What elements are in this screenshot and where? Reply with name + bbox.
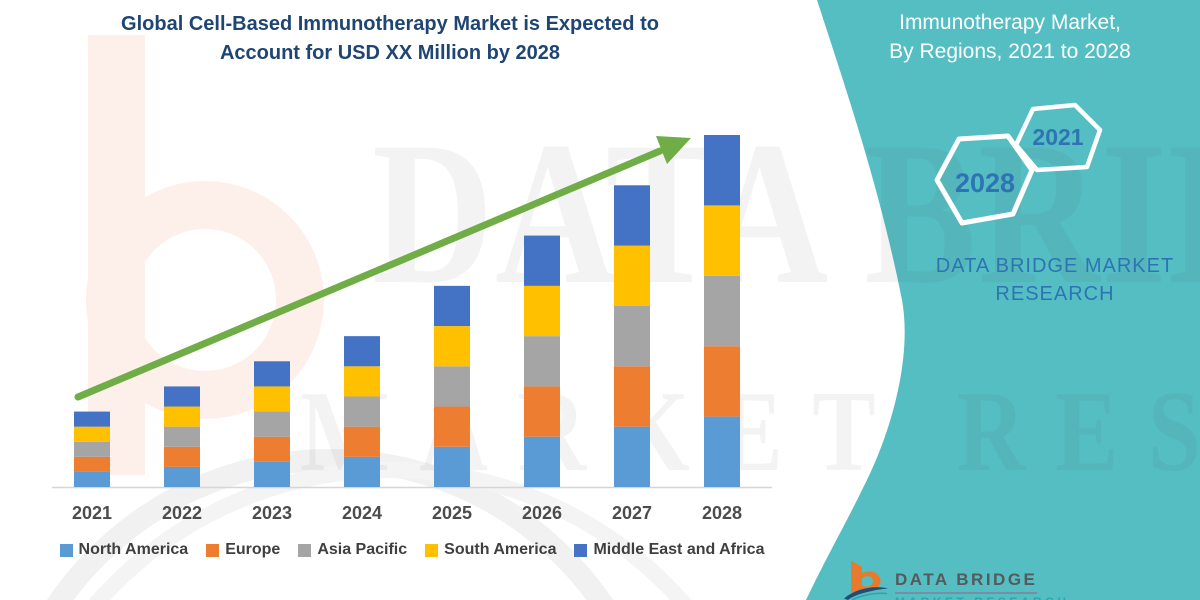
bar-segment-2021-asia-pacific: [74, 441, 110, 457]
chart-title-line1: Global Cell-Based Immunotherapy Market i…: [121, 13, 659, 35]
x-axis-label-2022: 2022: [161, 503, 203, 523]
legend-swatch-asia-pacific: [298, 543, 312, 557]
legend-item-europe: Europe: [206, 541, 280, 559]
x-axis-label-2026: 2026: [521, 503, 563, 523]
bar-segment-2022-south-america: [164, 406, 200, 427]
x-axis-label-2028: 2028: [701, 503, 743, 523]
x-axis-label-2025: 2025: [431, 503, 473, 523]
bar-segment-2023-south-america: [254, 386, 290, 412]
legend-label-asia-pacific: Asia Pacific: [317, 541, 408, 558]
side-panel-title-line1: Immunotherapy Market,: [899, 11, 1121, 34]
company-logo-title: DATA BRIDGE: [895, 570, 1038, 589]
bar-segment-2022-middle-east-and-africa: [164, 386, 200, 407]
legend-item-south-america: South America: [425, 541, 556, 559]
legend-swatch-south-america: [425, 543, 439, 557]
watermark-text-row2: MARKET RESEARCH: [300, 368, 1200, 496]
legend-swatch-europe: [206, 543, 220, 557]
side-panel-title: Immunotherapy Market, By Regions, 2021 t…: [845, 8, 1175, 66]
x-axis-label-2027: 2027: [611, 503, 653, 523]
legend-label-north-america: North America: [78, 541, 189, 558]
bar-segment-2021-south-america: [74, 426, 110, 442]
side-panel-title-line2: By Regions, 2021 to 2028: [889, 40, 1131, 63]
company-logo-icon: [844, 561, 888, 600]
company-logo: DATA BRIDGE MARKET RESEARCH: [843, 560, 1123, 600]
bar-segment-2021-middle-east-and-africa: [74, 411, 110, 427]
bar-segment-2021-europe: [74, 456, 110, 472]
bar-segment-2022-europe: [164, 446, 200, 467]
bar-segment-2024-middle-east-and-africa: [344, 336, 380, 367]
x-axis-label-2024: 2024: [341, 503, 383, 523]
legend-swatch-middle-east-and-africa: [574, 543, 588, 557]
bar-segment-2022-north-america: [164, 466, 200, 487]
legend-item-north-america: North America: [59, 541, 189, 559]
chart-title-line2: Account for USD XX Million by 2028: [219, 42, 561, 64]
bar-segment-2023-asia-pacific: [254, 411, 290, 437]
x-axis-label-2023: 2023: [251, 503, 293, 523]
bar-segment-2021-north-america: [74, 471, 110, 487]
chart-title: Global Cell-Based Immunotherapy Market i…: [70, 10, 710, 68]
company-logo-subtitle: MARKET RESEARCH: [895, 595, 1070, 600]
watermark-text-row1: DATA BRIDGE: [372, 100, 1200, 327]
bar-segment-2022-asia-pacific: [164, 426, 200, 447]
chart-legend: North America Europe Asia Pacific South Ame…: [0, 541, 824, 559]
legend-label-middle-east-and-africa: Middle East and Africa: [593, 541, 765, 558]
bar-segment-2023-europe: [254, 436, 290, 462]
legend-label-europe: Europe: [225, 541, 281, 558]
x-axis-label-2021: 2021: [71, 503, 113, 523]
bar-segment-2023-north-america: [254, 461, 290, 487]
legend-item-middle-east-and-africa: Middle East and Africa: [574, 541, 764, 559]
legend-label-south-america: South America: [444, 541, 557, 558]
legend-item-asia-pacific: Asia Pacific: [298, 541, 407, 559]
company-logo-divider: [895, 592, 1037, 594]
bar-segment-2023-middle-east-and-africa: [254, 361, 290, 387]
bar-segment-2025-south-america: [434, 326, 470, 367]
legend-swatch-north-america: [59, 543, 73, 557]
